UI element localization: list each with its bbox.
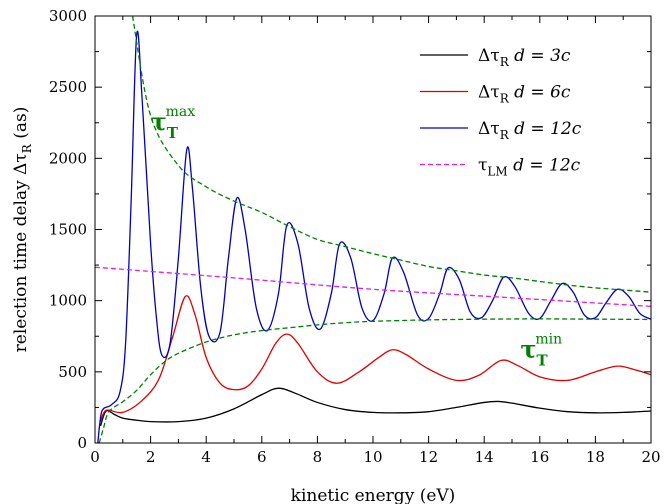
series-line-0 [99,387,651,427]
x-axis-title: kinetic energy (eV) [291,486,456,504]
y-tick-label: 2500 [49,78,87,96]
legend-label-2: ΔτR d = 12c [478,119,582,142]
x-tick-label: 2 [146,448,156,466]
y-axis-title: relection time delay ΔτR (as) [11,107,34,353]
x-tick-label: 20 [641,448,660,466]
x-tick-label: 4 [201,448,211,466]
series-line-3 [95,266,651,308]
x-tick-label: 6 [257,448,267,466]
ticks-layer: 0 2 4 6 8 10 12 14 16 18 20 0 500 1000 1500 2000 2500 300… [49,7,661,466]
y-tick-label: 3000 [49,7,87,25]
y-axis-title-main: relection time delay Δτ [11,153,31,352]
series-line-4 [131,16,651,293]
x-tick-label: 14 [475,448,494,466]
y-axis-title-unit: (as) [11,107,31,145]
plot-frame [94,15,652,444]
legend-label-1: ΔτR d = 6c [478,83,571,106]
y-axis-title-sub: R [20,143,34,153]
x-tick-label: 0 [90,448,100,466]
x-tick-label: 10 [363,448,382,466]
legend: ΔτR d = 3c ΔτR d = 6c ΔτR d = 12c τLM d = 1… [420,46,582,179]
annotation-max-sup: max [166,104,196,120]
y-tick-label: 1500 [49,221,87,239]
y-tick-label: 0 [77,434,87,452]
series-line-5 [98,318,651,443]
annotation-max: τT [151,107,179,142]
x-tick-label: 18 [586,448,605,466]
y-tick-label: 1000 [49,292,87,310]
x-tick-label: 16 [530,448,549,466]
series-line-1 [99,295,651,422]
x-tick-label: 8 [313,448,323,466]
legend-label-3: τLM d = 12c [478,156,581,179]
y-tick-label: 2000 [49,149,87,167]
x-tick-label: 12 [419,448,438,466]
annotation-min: τT [520,335,548,370]
series-layer [95,16,651,443]
legend-label-0: ΔτR d = 3c [478,46,571,69]
annotation-min-sup: min [535,332,562,348]
y-tick-label: 500 [58,363,87,381]
